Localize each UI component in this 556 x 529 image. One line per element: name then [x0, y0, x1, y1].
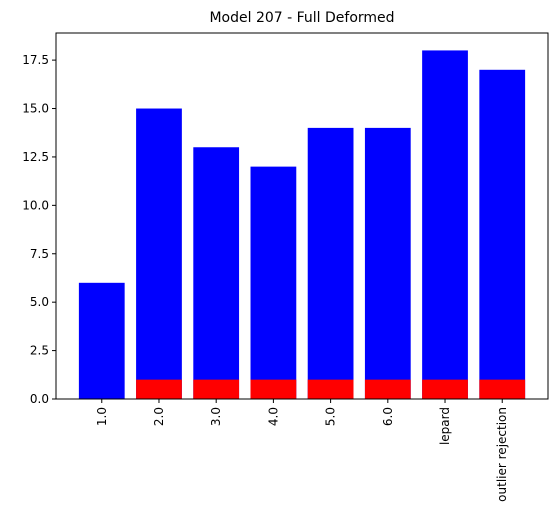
y-tick-label: 12.5 [22, 150, 49, 164]
chart-title: Model 207 - Full Deformed [209, 10, 394, 26]
y-tick-label: 0.0 [30, 392, 49, 406]
x-tick-label: outlier rejection [495, 407, 509, 502]
plot-frame [55, 32, 549, 400]
y-tick-label: 7.5 [30, 247, 49, 261]
bar-blue-1 [78, 282, 125, 399]
bar-blue-2 [136, 108, 182, 400]
bar-blue-6 [364, 127, 411, 399]
x-tick-label: 3.0 [209, 407, 223, 426]
y-tick-label: 17.5 [22, 53, 49, 67]
y-tick-label: 15.0 [22, 102, 49, 116]
x-tick-label: 2.0 [152, 407, 166, 426]
bar-blue-5 [307, 127, 354, 399]
bar-red-8 [479, 379, 526, 399]
y-tick-label: 2.5 [30, 344, 49, 358]
bar-blue-7 [422, 50, 468, 400]
x-tick-label: 1.0 [95, 407, 109, 426]
bar-red-4 [250, 379, 297, 399]
y-tick-label: 5.0 [30, 295, 49, 309]
bar-red-2 [136, 379, 182, 399]
bar-blue-3 [193, 147, 240, 399]
bar-red-5 [307, 379, 354, 399]
bar-blue-8 [479, 69, 526, 400]
bar-red-7 [422, 379, 468, 399]
bar-red-3 [193, 379, 240, 399]
bar-red-6 [364, 379, 411, 399]
x-tick-label: 6.0 [381, 407, 395, 426]
y-axis: 0.0 2.5 5.0 7.5 10.0 12.5 15.0 17.5 [22, 53, 56, 406]
x-tick-label: 4.0 [266, 407, 280, 426]
bars [78, 50, 526, 400]
y-tick-label: 10.0 [22, 198, 49, 212]
x-tick-label: lepard [438, 407, 452, 445]
x-axis: 1.0 2.0 3.0 4.0 5.0 6.0 lepard outlier rejectio… [95, 399, 509, 502]
x-tick-label: 5.0 [324, 407, 338, 426]
bar-blue-4 [250, 166, 297, 399]
